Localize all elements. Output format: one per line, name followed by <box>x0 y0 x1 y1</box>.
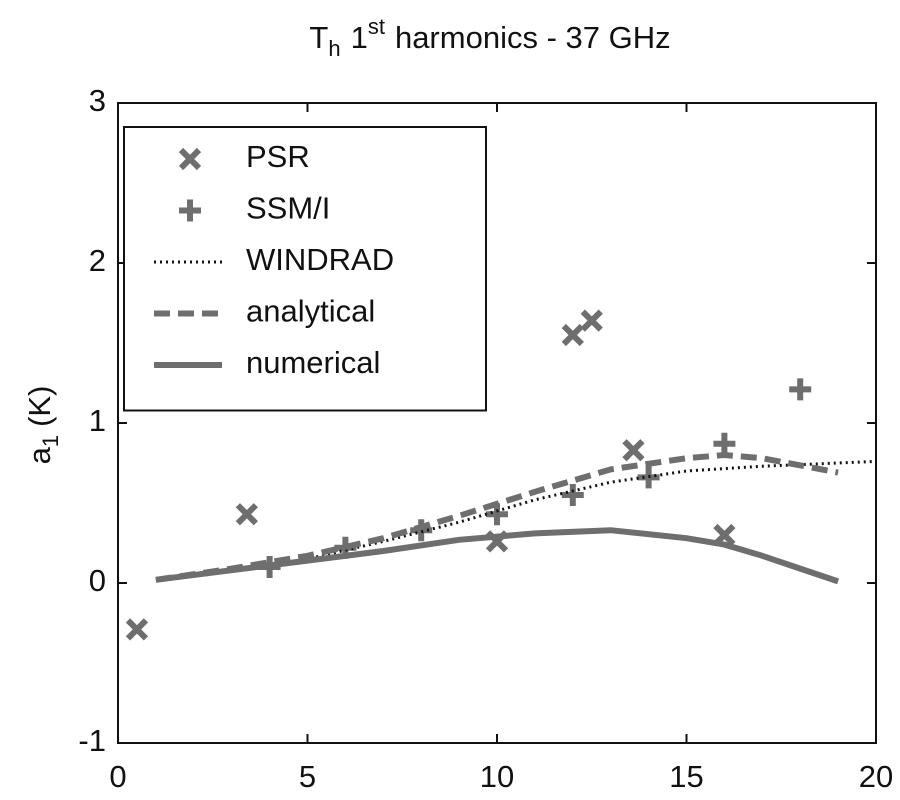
y-tick-label: 0 <box>89 563 106 598</box>
legend-label: numerical <box>246 345 380 380</box>
y-tick-label: -1 <box>78 723 106 758</box>
scatter-point <box>561 323 584 347</box>
legend-label: SSM/I <box>246 191 330 226</box>
title-sup: st <box>368 14 385 39</box>
scatter-point <box>789 378 812 401</box>
x-tick-label: 10 <box>480 759 514 794</box>
chart-title: Th 1st harmonics - 37 GHz <box>309 14 670 61</box>
x-tick-label: 15 <box>669 759 703 794</box>
x-tick-label: 0 <box>109 759 126 794</box>
ylabel-part: (K) <box>22 386 57 427</box>
legend-label: WINDRAD <box>246 242 394 277</box>
scatter-point <box>622 439 645 462</box>
ylabel-part: a <box>22 446 57 464</box>
y-axis-label: a1 (K) <box>22 386 63 465</box>
legend-label: PSR <box>246 139 310 174</box>
scatter-point <box>235 503 258 526</box>
scatter-point <box>713 432 736 455</box>
title-part: 1 <box>351 20 368 55</box>
x-tick-label: 5 <box>299 759 316 794</box>
ylabel-sub: 1 <box>38 435 63 447</box>
legend-marker <box>179 199 201 222</box>
legend-marker <box>178 147 202 171</box>
x-tick-label: 20 <box>859 759 893 794</box>
scatter-point <box>561 484 584 506</box>
y-tick-label: 2 <box>89 243 106 278</box>
title-part: T <box>309 20 328 55</box>
legend-label: analytical <box>246 294 375 329</box>
line-series <box>155 527 840 585</box>
y-tick-label: 3 <box>89 83 106 118</box>
scatter-point <box>125 618 149 641</box>
title-part: harmonics - 37 GHz <box>395 20 671 55</box>
title-sub: h <box>328 36 340 61</box>
y-tick-label: 1 <box>89 403 106 438</box>
scatter-point <box>580 309 603 332</box>
line-series <box>155 451 839 583</box>
